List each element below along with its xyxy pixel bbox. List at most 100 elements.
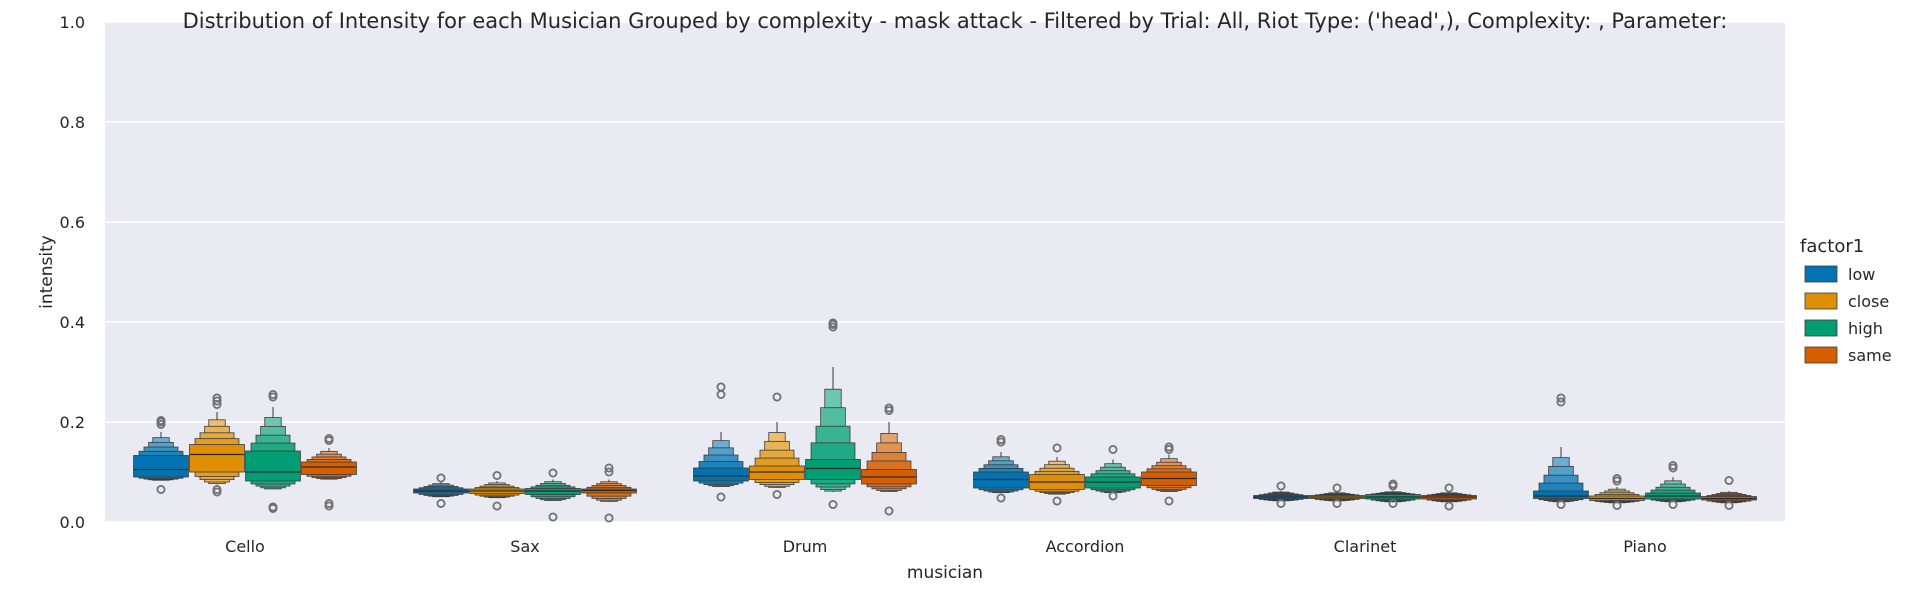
outlier-point xyxy=(772,489,782,499)
outlier-point xyxy=(156,484,166,494)
legend-label: low xyxy=(1848,265,1875,284)
outlier-point xyxy=(1276,498,1286,508)
x-tick-label: Accordion xyxy=(1046,537,1125,556)
outlier-point xyxy=(1668,499,1678,509)
boxen-level xyxy=(805,459,861,480)
outlier-point xyxy=(1108,491,1118,501)
legend-label: high xyxy=(1848,319,1883,338)
outlier-point xyxy=(1444,483,1454,493)
outlier-point xyxy=(1052,443,1062,453)
outlier-point xyxy=(324,498,334,508)
outlier-point xyxy=(1108,444,1118,454)
boxen-level xyxy=(693,467,749,482)
outlier-point xyxy=(716,382,726,392)
legend-item-close: close xyxy=(1804,292,1889,311)
x-tick-label: Piano xyxy=(1623,537,1666,556)
legend-swatch xyxy=(1804,319,1838,337)
boxen-series xyxy=(133,318,1757,523)
series-low xyxy=(133,382,1589,509)
boxen-low-piano xyxy=(1533,393,1589,509)
y-tick-label: 0.4 xyxy=(60,313,85,332)
outlier-point xyxy=(492,501,502,511)
outlier-point xyxy=(1724,500,1734,510)
y-tick-label: 0.6 xyxy=(60,213,85,232)
boxen-same-clarinet xyxy=(1421,483,1477,511)
outlier-point xyxy=(1444,501,1454,511)
boxen-same-piano xyxy=(1701,475,1757,510)
x-tick-label: Drum xyxy=(783,537,828,556)
y-tick-label: 0.8 xyxy=(60,113,85,132)
outlier-point xyxy=(1388,498,1398,508)
outlier-point xyxy=(1276,481,1286,491)
series-same xyxy=(301,403,1757,523)
outlier-point xyxy=(492,470,502,480)
boxen-close-piano xyxy=(1589,473,1645,510)
boxen-same-drum xyxy=(861,403,917,516)
outlier-point xyxy=(1724,475,1734,485)
legend-item-high: high xyxy=(1804,319,1883,338)
outlier-point xyxy=(156,415,166,425)
boxen-high-drum xyxy=(805,318,861,509)
outlier-point xyxy=(716,492,726,502)
outlier-point xyxy=(1388,479,1398,489)
outlier-point xyxy=(436,473,446,483)
boxen-low-sax xyxy=(413,473,469,508)
x-axis-label: musician xyxy=(907,563,983,583)
outlier-point xyxy=(884,506,894,516)
x-tick-label: Cello xyxy=(225,537,265,556)
boxen-high-piano xyxy=(1645,460,1701,509)
outlier-point xyxy=(996,493,1006,503)
outlier-point xyxy=(1052,496,1062,506)
boxen-close-drum xyxy=(749,392,805,499)
boxen-close-accordion xyxy=(1029,443,1085,506)
x-tick-label: Sax xyxy=(510,537,539,556)
outlier-point xyxy=(268,502,278,512)
boxen-level xyxy=(189,444,245,473)
legend-label: close xyxy=(1848,292,1889,311)
y-tick-label: 0.0 xyxy=(60,513,85,532)
outlier-point xyxy=(548,468,558,478)
legend-swatch xyxy=(1804,292,1838,310)
grid-lines xyxy=(105,21,1785,523)
legend-swatch xyxy=(1804,346,1838,364)
boxen-high-cello xyxy=(245,389,301,513)
outlier-point xyxy=(1556,397,1566,407)
outlier-point xyxy=(1668,460,1678,470)
boxen-low-drum xyxy=(693,382,749,502)
boxen-high-clarinet xyxy=(1365,479,1421,508)
outlier-point xyxy=(436,498,446,508)
boxen-level xyxy=(245,450,301,482)
boxen-close-clarinet xyxy=(1309,483,1365,508)
outlier-point xyxy=(324,433,334,443)
outlier-point xyxy=(828,499,838,509)
boxen-close-cello xyxy=(189,393,245,497)
outlier-point xyxy=(1612,500,1622,510)
outlier-point xyxy=(604,463,614,473)
outlier-point xyxy=(996,434,1006,444)
boxen-level xyxy=(749,465,805,480)
legend-swatch xyxy=(1804,265,1838,283)
outlier-point xyxy=(1556,499,1566,509)
plot-background xyxy=(105,22,1785,522)
legend-item-same: same xyxy=(1804,346,1892,365)
boxen-level xyxy=(1533,490,1589,499)
outlier-point xyxy=(604,467,614,477)
y-tick-label: 1.0 xyxy=(60,13,85,32)
outlier-point xyxy=(268,389,278,399)
outlier-point xyxy=(212,484,222,494)
boxen-same-cello xyxy=(301,433,357,511)
x-tick-label: Clarinet xyxy=(1334,537,1397,556)
outlier-point xyxy=(1164,442,1174,452)
boxen-close-sax xyxy=(469,470,525,511)
y-tick-label: 0.2 xyxy=(60,413,85,432)
outlier-point xyxy=(548,512,558,522)
y-axis-label: intensity xyxy=(37,235,57,309)
boxen-high-sax xyxy=(525,468,581,522)
legend-title: factor1 xyxy=(1800,236,1864,257)
series-high xyxy=(245,318,1701,522)
boxen-low-clarinet xyxy=(1253,481,1309,508)
boxen-low-cello xyxy=(133,415,189,494)
outlier-point xyxy=(1332,483,1342,493)
